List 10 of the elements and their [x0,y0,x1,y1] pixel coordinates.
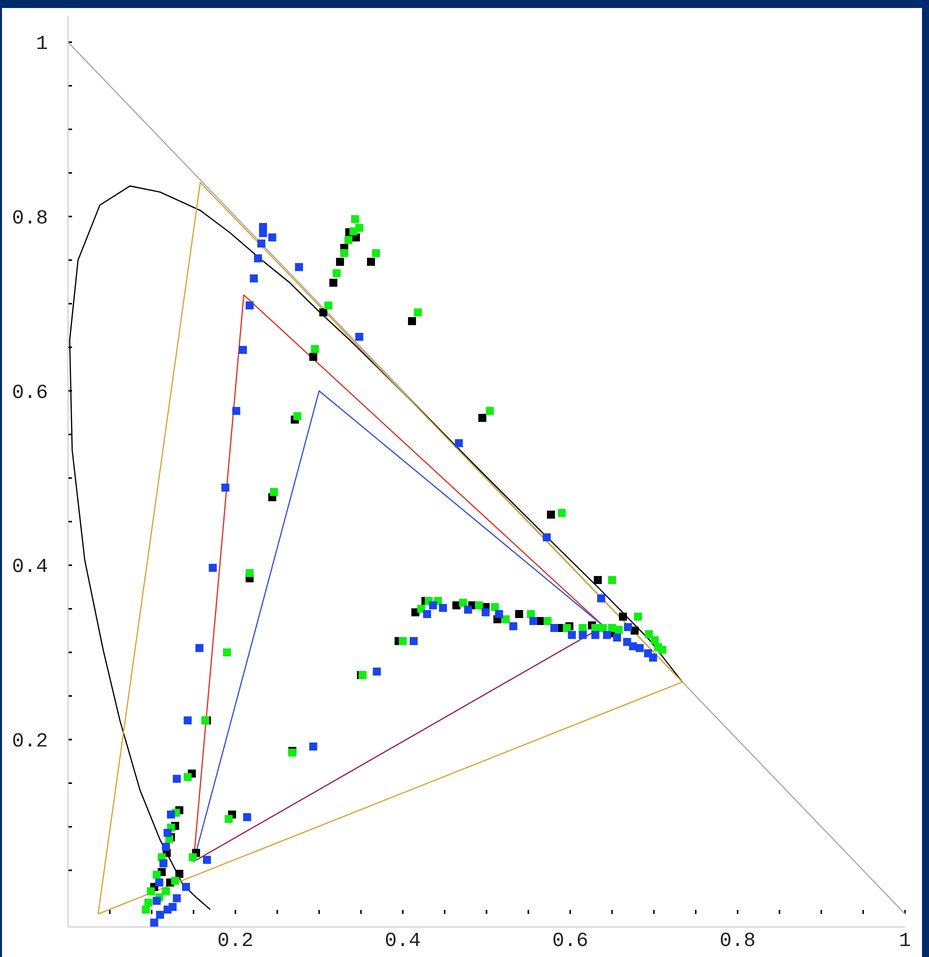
x-tick-label: 0.4 [384,930,421,953]
x-tick-label: 0.8 [720,930,756,953]
y-tick-label: 0.2 [12,730,48,754]
y-tick-label: 0.4 [12,556,48,580]
x-tick-label: 1 [898,930,912,953]
y-tick-label: 1 [36,33,48,56]
x-tick-label: 0.2 [217,930,254,953]
y-tick-label: 0.8 [12,208,48,231]
y-tick-label: 0.6 [12,382,48,405]
x-tick-label: 0.6 [552,930,588,953]
